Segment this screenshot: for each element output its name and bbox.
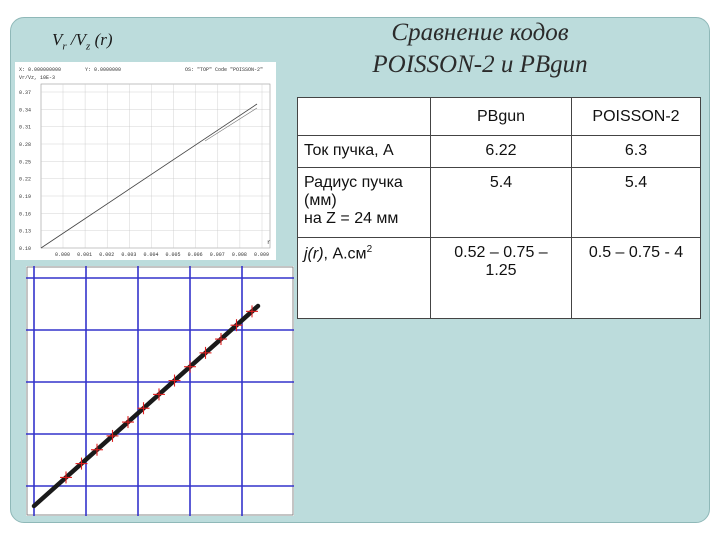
plot1-y-tick: 0.10 [19, 246, 31, 252]
plot1-y-tick: 0.22 [19, 177, 31, 183]
plot1-sub-header: Vr/Vz, 10E-3 [19, 75, 55, 81]
plot1-x-tick: 0.007 [210, 252, 225, 258]
comparison-table: PBgun POISSON-2 Ток пучка, А 6.22 6.3 Ра… [297, 97, 701, 319]
plot1-x-tick: 0.004 [143, 252, 158, 258]
plot1-frame [40, 83, 271, 249]
table-row-density: j(r), А.см2 0.52 – 0.75 – 1.25 0.5 – 0.7… [297, 237, 701, 319]
plot1-curve [40, 103, 258, 249]
plot1-x-tick: 0.003 [121, 252, 136, 258]
title-line-2: POISSON-2 и PBgun [372, 51, 588, 78]
plot1-curve-secondary [204, 107, 258, 142]
slide-title: Сравнение кодов POISSON-2 и PBgun [330, 17, 630, 81]
table-header-empty [297, 97, 431, 136]
plot2-grid [26, 266, 294, 516]
plot1-header-mid: Y: 0.0000000 [85, 67, 121, 73]
plot1-y-tick: 0.28 [19, 142, 31, 148]
plot1-y-tick: 0.13 [19, 229, 31, 235]
plot2-black-curve [31, 303, 261, 509]
table-header-pbgun: PBgun [430, 97, 572, 136]
cell-radius-pbgun: 5.4 [430, 167, 572, 238]
plot1-header-right: OS: "TOP" Code "POISSON-2" [185, 67, 263, 73]
cell-current-poisson: 6.3 [571, 135, 701, 168]
table-header-poisson: POISSON-2 [571, 97, 701, 136]
plot1-y-tick: 0.16 [19, 211, 31, 217]
plot1-x-tick: 0.000 [55, 252, 70, 258]
plot1-grid [40, 83, 271, 249]
current-density-plot [26, 266, 294, 516]
cell-current-pbgun: 6.22 [430, 135, 572, 168]
plot1-corner-label: r [267, 239, 271, 246]
plot1-x-tick: 0.002 [99, 252, 114, 258]
velocity-ratio-plot: X: 0.000000000 Y: 0.0000000 OS: "TOP" Co… [15, 62, 276, 260]
plot2-frame [26, 266, 294, 516]
row-label-current: Ток пучка, А [297, 135, 431, 168]
plot1-y-ticks: 0.37 0.34 0.31 0.28 0.25 0.22 0.19 0.16 0.13 0.10 [19, 90, 31, 252]
plot1-y-tick: 0.34 [19, 107, 31, 113]
plot1-y-tick: 0.31 [19, 125, 31, 131]
plot1-x-tick: 0.009 [254, 252, 269, 258]
plot1-x-tick: 0.001 [77, 252, 92, 258]
row-label-density: j(r), А.см2 [297, 237, 431, 319]
plot1-x-tick: 0.006 [188, 252, 203, 258]
velocity-ratio-label: Vr /Vz (r) [52, 30, 113, 53]
plot1-y-tick: 0.19 [19, 194, 31, 200]
plot1-y-tick: 0.25 [19, 159, 31, 165]
table-row-radius: Радиус пучка (мм) на Z = 24 мм 5.4 5.4 [297, 167, 701, 238]
plot1-x-tick: 0.005 [166, 252, 181, 258]
cell-density-pbgun: 0.52 – 0.75 – 1.25 [430, 237, 572, 319]
plot1-x-tick: 0.008 [232, 252, 247, 258]
row-label-radius: Радиус пучка (мм) на Z = 24 мм [297, 167, 431, 238]
table-header-row: PBgun POISSON-2 [297, 97, 701, 136]
plot1-y-tick: 0.37 [19, 90, 31, 96]
plot1-x-ticks: 0.000 0.001 0.002 0.003 0.004 0.005 0.006 0.007… [55, 252, 269, 258]
plot2-red-markers [60, 305, 258, 484]
cell-radius-poisson: 5.4 [571, 167, 701, 238]
table-row-current: Ток пучка, А 6.22 6.3 [297, 135, 701, 168]
plot1-header-left: X: 0.000000000 [19, 67, 61, 73]
cell-density-poisson: 0.5 – 0.75 - 4 [571, 237, 701, 319]
title-line-1: Сравнение кодов [391, 19, 569, 46]
